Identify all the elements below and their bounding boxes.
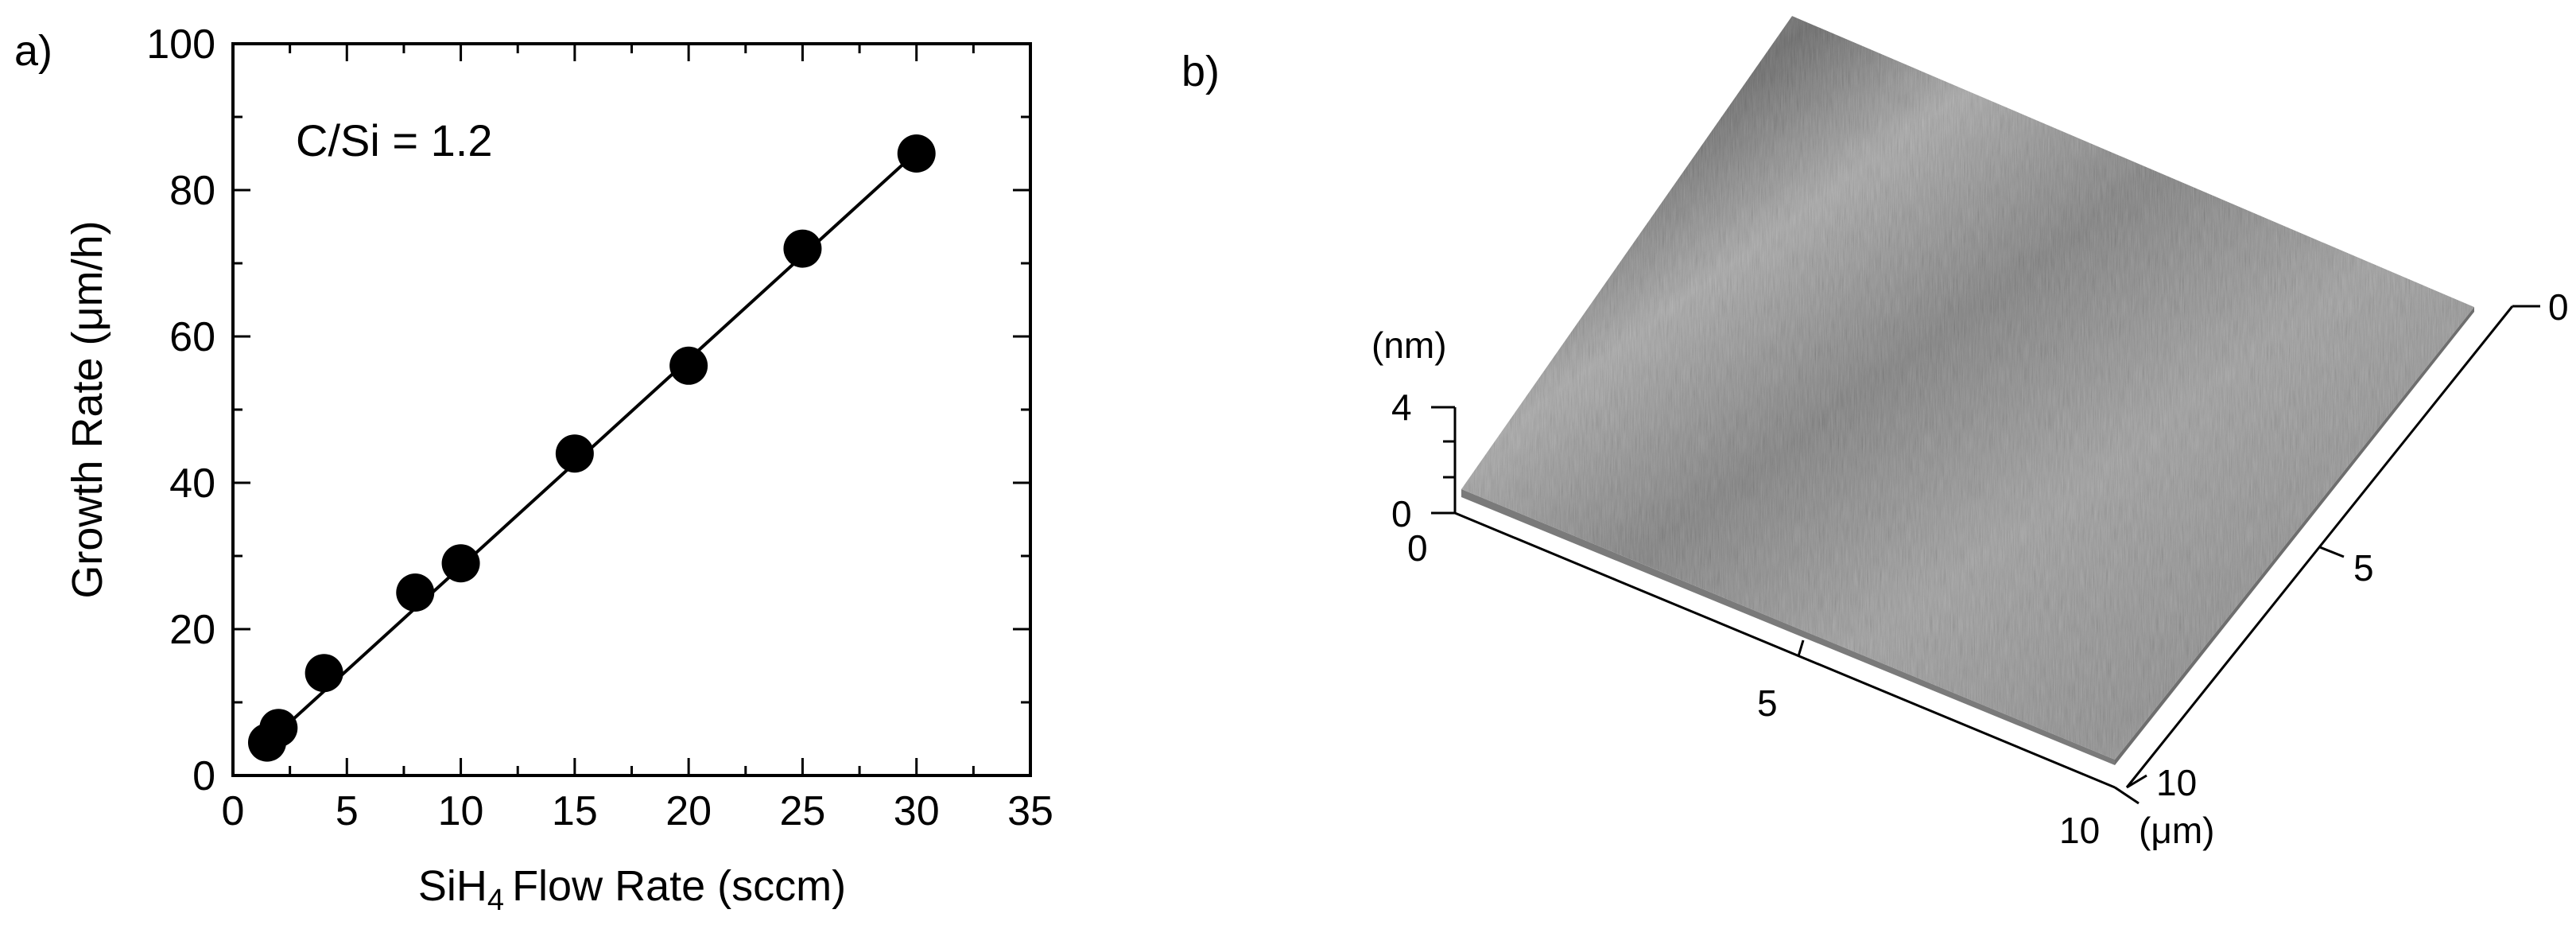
x-axis — [1454, 511, 2140, 805]
y-tick-label: 100 — [146, 21, 215, 68]
y-axis-label: Growth Rate (μm/h) — [64, 220, 111, 598]
z-tick-4: 4 — [1391, 387, 1412, 428]
afm-surface — [1461, 16, 2474, 760]
y-tick-5: 5 — [2353, 547, 2374, 589]
y-tick-10: 10 — [2156, 762, 2197, 803]
xy-unit-label: (μm) — [2139, 810, 2214, 851]
x-tick-label: 10 — [438, 788, 484, 834]
data-point — [305, 654, 343, 693]
x-tick-0: 0 — [1407, 527, 1428, 569]
surface-right-edge — [2115, 307, 2474, 765]
data-point — [259, 709, 298, 748]
y-tick-0: 0 — [2548, 286, 2569, 328]
data-point — [396, 573, 435, 612]
afm-surface-plot: (nm) 4 0 0 5 10 0 5 10 (μm) — [1371, 16, 2569, 851]
data-point — [441, 544, 480, 583]
x-tick-label: 15 — [552, 788, 598, 834]
x-axis-label-chem: SiH — [418, 862, 487, 910]
x-tick-label: 25 — [780, 788, 826, 834]
data-point — [897, 134, 936, 173]
axis-ticks — [231, 42, 1032, 777]
panel-a-label: a) — [14, 27, 52, 75]
y-tick-label: 40 — [169, 461, 215, 507]
x-tick-label: 0 — [222, 788, 245, 834]
z-tick-0: 0 — [1391, 493, 1412, 534]
z-axis — [1431, 406, 1457, 515]
x-tick-10: 10 — [2059, 810, 2100, 851]
y-tick-label: 80 — [169, 168, 215, 214]
x-tick-5: 5 — [1757, 682, 1778, 724]
panel-b-label: b) — [1181, 48, 1220, 95]
y-axis — [2125, 305, 2540, 789]
surface-front-edge — [1461, 489, 2115, 765]
growth-rate-chart: 0 5 10 15 20 25 30 35 0 20 40 60 80 100 C/Si = 1.2 Gr… — [64, 21, 1053, 917]
data-point — [783, 229, 822, 268]
x-axis-label-rest: Flow Rate (sccm) — [512, 862, 846, 910]
x-axis-label: SiH4 Flow Rate (sccm) — [418, 862, 846, 917]
data-points — [247, 134, 936, 762]
y-tick-label: 20 — [169, 607, 215, 653]
x-axis-label-subscript: 4 — [487, 884, 504, 917]
y-tick-label: 0 — [192, 753, 215, 799]
x-tick-label: 20 — [665, 788, 712, 834]
data-point — [669, 346, 708, 385]
annotation-ratio: C/Si = 1.2 — [296, 115, 492, 165]
data-point — [555, 434, 594, 473]
x-tick-label: 35 — [1007, 788, 1053, 834]
x-tick-label: 30 — [894, 788, 940, 834]
z-unit-label: (nm) — [1371, 325, 1447, 366]
tick-labels: 0 5 10 15 20 25 30 35 0 20 40 60 80 100 — [146, 21, 1053, 834]
x-tick-label: 5 — [336, 788, 359, 834]
y-tick-label: 60 — [169, 314, 215, 360]
